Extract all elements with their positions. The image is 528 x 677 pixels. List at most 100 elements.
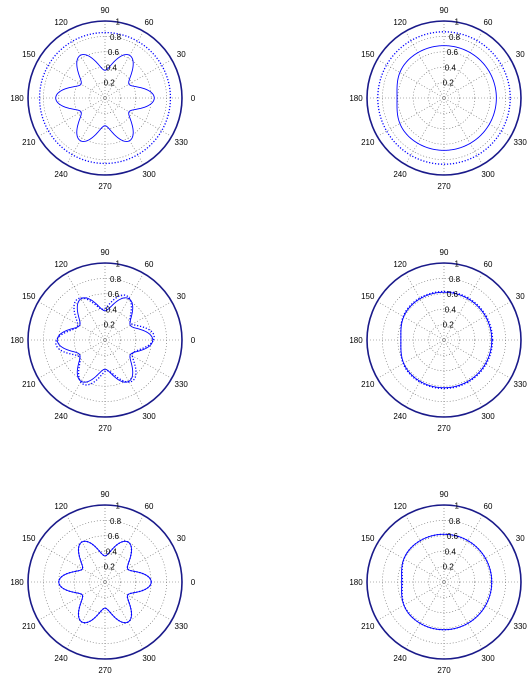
r-tick-label: 0.6	[108, 290, 120, 299]
angle-tick-label: 90	[101, 248, 110, 257]
angle-tick-label: 270	[98, 182, 112, 191]
angle-tick-label: 60	[484, 18, 493, 27]
angle-tick-label: 90	[101, 6, 110, 15]
grid-circle	[412, 66, 476, 130]
angle-tick-label: 300	[142, 170, 156, 179]
r-tick-label: 0.8	[449, 275, 461, 284]
angle-tick-label: 180	[349, 578, 363, 587]
angle-tick-label: 210	[361, 380, 375, 389]
series-solid-line	[396, 45, 497, 151]
r-tick-label: 1	[454, 260, 459, 269]
r-tick-label: 0.2	[443, 321, 455, 330]
grid-circle	[89, 566, 121, 598]
polar-chart-1: 0.2 0.4 0.6 0.8 1 0 30 60 90 120 150 180 210 240 270 30…	[10, 6, 195, 191]
angle-tick-label: 60	[484, 260, 493, 269]
angle-tick-label: 60	[484, 502, 493, 511]
polar-chart-3: 0.2 0.4 0.6 0.8 1 0 30 60 90 120 150 180 210 240 270 30…	[10, 248, 195, 433]
r-tick-label: 1	[454, 502, 459, 511]
grid-circle	[428, 324, 460, 356]
r-tick-label: 0.8	[449, 517, 461, 526]
r-tick-label: 1	[115, 18, 120, 27]
angle-tick-label: 30	[516, 292, 525, 301]
angle-tick-label: 180	[10, 94, 24, 103]
angle-tick-label: 240	[393, 170, 407, 179]
r-tick-label: 0.6	[108, 532, 120, 541]
outer-ring	[27, 20, 183, 176]
r-tick-label: 0.4	[106, 305, 118, 314]
angle-tick-label: 120	[54, 18, 68, 27]
angle-tick-label: 210	[22, 138, 36, 147]
r-tick-label: 0.2	[104, 321, 116, 330]
polar-chart-6: 0.20.40.60.81030609012015018021024027030…	[349, 490, 528, 675]
angle-tick-label: 270	[437, 666, 451, 675]
angle-tick-label: 300	[481, 412, 495, 421]
angle-tick-label: 90	[440, 248, 449, 257]
angle-tick-label: 270	[98, 424, 112, 433]
angle-tick-label: 30	[177, 50, 186, 59]
angle-tick-label: 0	[191, 336, 196, 345]
angle-tick-label: 90	[101, 490, 110, 499]
polar-chart-2: 0.20.40.60.81030609012015018021024027030…	[349, 6, 528, 191]
grid-circle	[89, 324, 121, 356]
grid-circle	[412, 308, 476, 372]
grid-circle	[73, 308, 137, 372]
angle-tick-label: 330	[514, 380, 528, 389]
angle-tick-label: 180	[349, 336, 363, 345]
angle-tick-label: 270	[98, 666, 112, 675]
angle-tick-label: 60	[145, 502, 154, 511]
angle-tick-label: 60	[145, 260, 154, 269]
angle-tick-label: 150	[361, 292, 375, 301]
r-tick-label: 0.4	[445, 305, 457, 314]
angle-tick-label: 270	[437, 182, 451, 191]
angle-tick-label: 330	[175, 138, 189, 147]
series-dotted-line	[401, 533, 493, 631]
angle-tick-label: 120	[393, 260, 407, 269]
angle-tick-label: 120	[393, 18, 407, 27]
angle-tick-label: 270	[437, 424, 451, 433]
angle-tick-label: 300	[142, 654, 156, 663]
angle-tick-label: 30	[516, 50, 525, 59]
r-tick-label: 0.2	[443, 563, 455, 572]
angle-tick-label: 150	[22, 292, 36, 301]
series-dotted-line	[55, 294, 155, 386]
r-tick-label: 0.2	[443, 79, 455, 88]
grid-circle	[89, 82, 121, 114]
r-tick-label: 0.8	[110, 33, 122, 42]
angle-tick-label: 300	[481, 654, 495, 663]
r-tick-label: 0.8	[110, 517, 122, 526]
r-tick-label: 0.6	[447, 532, 459, 541]
r-tick-label: 0.4	[445, 63, 457, 72]
series-solid-line	[55, 54, 155, 142]
r-tick-label: 0.6	[447, 48, 459, 57]
angle-tick-label: 240	[54, 412, 68, 421]
angle-tick-label: 120	[54, 260, 68, 269]
polar-chart-5: 0.2 0.4 0.6 0.8 1 0 30 60 90 120 150 180 210 240 270 30…	[10, 490, 195, 675]
angle-tick-label: 300	[142, 412, 156, 421]
grid-circle	[73, 550, 137, 614]
r-tick-label: 0.8	[449, 33, 461, 42]
angle-tick-label: 330	[514, 622, 528, 631]
angle-tick-label: 240	[393, 412, 407, 421]
series-solid-line	[56, 297, 154, 383]
angle-tick-label: 240	[393, 654, 407, 663]
angle-tick-label: 330	[514, 138, 528, 147]
angle-tick-label: 210	[361, 138, 375, 147]
angle-tick-label: 90	[440, 6, 449, 15]
outer-ring	[366, 504, 522, 660]
angle-tick-label: 150	[361, 50, 375, 59]
series-dotted-line	[38, 31, 172, 165]
r-tick-label: 0.2	[104, 79, 116, 88]
angle-tick-label: 240	[54, 170, 68, 179]
r-tick-label: 0.2	[104, 563, 116, 572]
r-tick-label: 0.6	[108, 48, 120, 57]
angle-tick-label: 180	[10, 578, 24, 587]
angle-tick-label: 180	[349, 94, 363, 103]
r-tick-label: 0.4	[106, 547, 118, 556]
angle-tick-label: 240	[54, 654, 68, 663]
series-dotted-line	[58, 540, 152, 624]
r-tick-label: 1	[454, 18, 459, 27]
series-dotted-line	[377, 31, 511, 165]
r-tick-label: 0.8	[110, 275, 122, 284]
angle-tick-label: 0	[191, 94, 196, 103]
